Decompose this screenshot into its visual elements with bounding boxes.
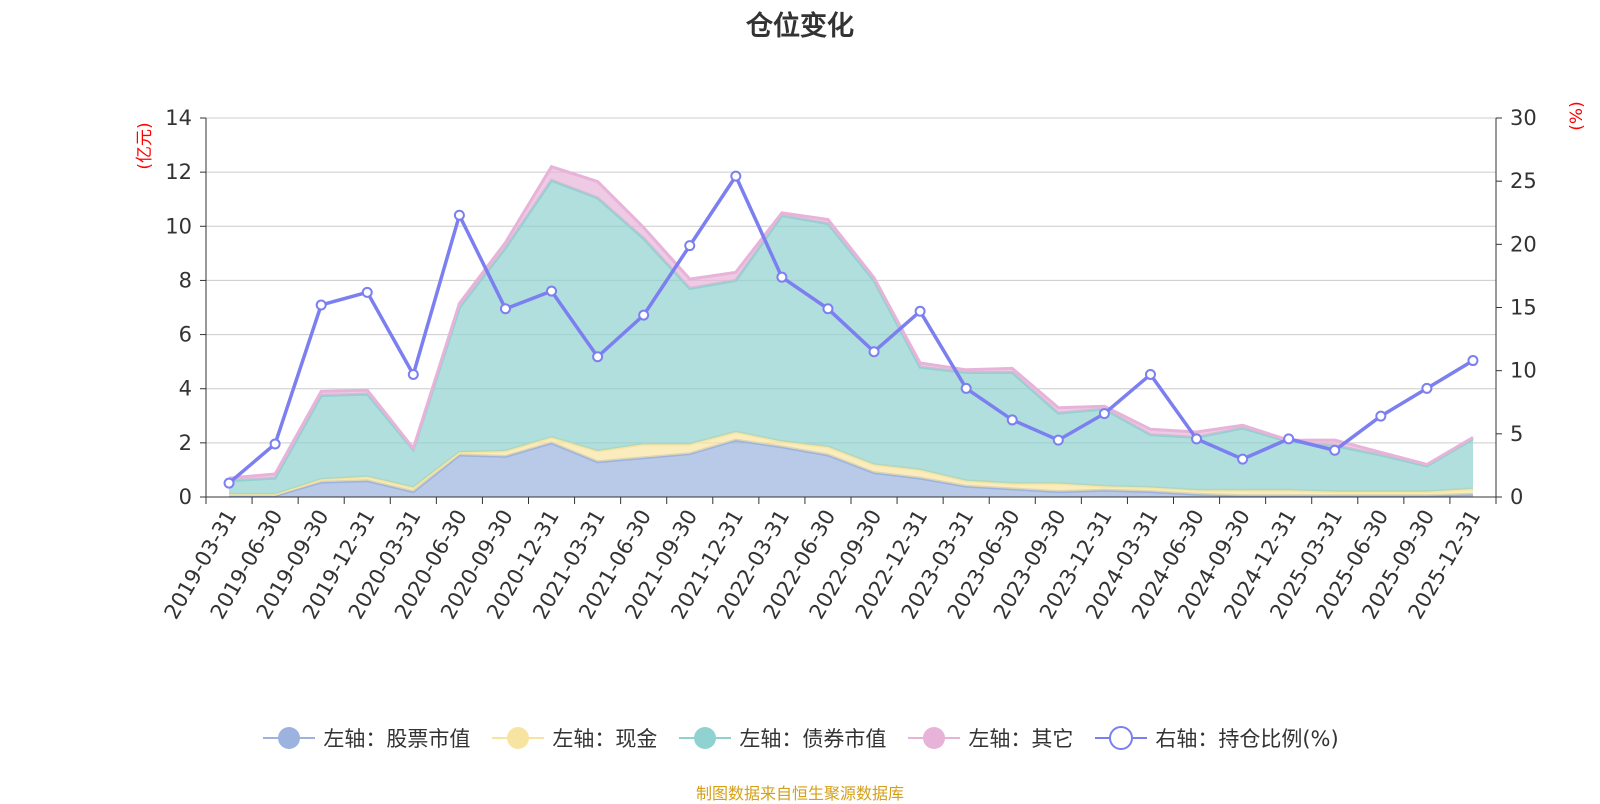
legend-label: 左轴：债券市值 bbox=[739, 727, 887, 751]
right-tick-label: 30 bbox=[1510, 106, 1537, 130]
ratio-point bbox=[1283, 433, 1295, 445]
area-左轴：股票市值 bbox=[229, 440, 1473, 497]
legend-item[interactable]: 左轴：股票市值 bbox=[261, 723, 470, 753]
right-tick-label: 20 bbox=[1510, 232, 1537, 256]
ratio-point bbox=[914, 305, 926, 317]
ratio-point bbox=[453, 209, 465, 221]
right-tick-label: 25 bbox=[1510, 169, 1537, 193]
legend-label: 左轴：其它 bbox=[968, 727, 1074, 751]
ratio-line bbox=[223, 170, 1479, 489]
ratio-point bbox=[1467, 355, 1479, 367]
right-tick-label: 5 bbox=[1510, 422, 1523, 446]
legend-swatch-icon bbox=[679, 727, 732, 749]
area-左轴：现金 bbox=[229, 432, 1473, 496]
ratio-point bbox=[223, 477, 235, 489]
ratio-point bbox=[1237, 453, 1249, 465]
ratio-point bbox=[269, 438, 281, 450]
ratio-point bbox=[1052, 434, 1064, 446]
ratio-point bbox=[1421, 382, 1433, 394]
data-source-note: 制图数据来自恒生聚源数据库 bbox=[695, 784, 904, 803]
legend-item[interactable]: 左轴：债券市值 bbox=[677, 723, 886, 753]
left-tick-label: 10 bbox=[165, 214, 192, 238]
left-tick-label: 0 bbox=[179, 485, 192, 509]
ratio-point bbox=[1375, 410, 1387, 422]
left-tick-label: 14 bbox=[165, 106, 192, 130]
ratio-point bbox=[822, 303, 834, 315]
legend-label: 左轴：现金 bbox=[552, 727, 658, 751]
left-tick-label: 6 bbox=[179, 323, 192, 347]
legend: 左轴：股票市值 左轴：现金 左轴：债券市值 左轴：其它 右轴：持仓比例(%) bbox=[0, 720, 1600, 756]
legend-swatch-icon bbox=[492, 727, 545, 749]
ratio-point bbox=[638, 309, 650, 321]
ratio-point bbox=[315, 299, 327, 311]
ratio-point bbox=[960, 382, 972, 394]
ratio-point bbox=[730, 170, 742, 182]
legend-item[interactable]: 左轴：其它 bbox=[906, 723, 1073, 753]
area-edge-左轴：其它 bbox=[228, 164, 1474, 480]
ratio-point bbox=[1329, 444, 1341, 456]
legend-label: 左轴：股票市值 bbox=[323, 727, 471, 751]
legend-item[interactable]: 左轴：现金 bbox=[490, 723, 657, 753]
left-tick-label: 2 bbox=[179, 431, 192, 455]
ratio-point bbox=[1098, 408, 1110, 420]
ratio-point bbox=[1006, 414, 1018, 426]
legend-swatch-icon bbox=[263, 727, 316, 749]
ratio-point bbox=[499, 303, 511, 315]
legend-label: 右轴：持仓比例(%) bbox=[1155, 727, 1339, 751]
left-axis-unit: (亿元) bbox=[135, 122, 155, 169]
ratio-point bbox=[546, 285, 558, 297]
ratio-point bbox=[1191, 433, 1203, 445]
ratio-point bbox=[1144, 368, 1156, 380]
ratio-point bbox=[868, 346, 880, 358]
ratio-line-path bbox=[227, 172, 1474, 485]
left-tick-label: 4 bbox=[179, 377, 192, 401]
right-axis-unit: (%) bbox=[1567, 101, 1587, 130]
legend-item[interactable]: 右轴：持仓比例(%) bbox=[1093, 723, 1339, 753]
ratio-point bbox=[776, 271, 788, 283]
chart-title: 仓位变化 bbox=[746, 11, 854, 42]
right-tick-label: 15 bbox=[1510, 296, 1537, 320]
left-tick-label: 12 bbox=[165, 160, 192, 184]
area-左轴：债券市值 bbox=[229, 180, 1473, 495]
ratio-point bbox=[407, 368, 419, 380]
left-tick-label: 8 bbox=[179, 268, 192, 292]
right-tick-label: 0 bbox=[1510, 485, 1523, 509]
ratio-point bbox=[684, 240, 696, 252]
legend-swatch-icon bbox=[1095, 726, 1148, 750]
legend-swatch-icon bbox=[908, 727, 961, 749]
stacked-areas bbox=[228, 164, 1474, 498]
ratio-point bbox=[361, 286, 373, 298]
ratio-point bbox=[592, 351, 604, 363]
right-tick-label: 10 bbox=[1510, 359, 1537, 383]
